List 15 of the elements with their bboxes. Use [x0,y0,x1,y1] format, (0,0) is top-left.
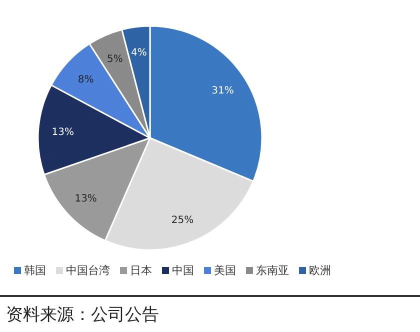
legend-label: 东南亚 [256,264,289,277]
data-label: 13% [52,127,74,138]
data-label: 31% [212,86,234,97]
legend-label: 欧洲 [309,264,331,277]
text: 资料来源：公司公告 [6,305,159,325]
legend-label: 美国 [214,264,236,277]
legend-label: 中国台湾 [66,264,110,277]
legend-label: 日本 [130,264,152,277]
data-label: 5% [107,54,123,65]
data-label: 13% [74,193,97,204]
legend-label: 韩国 [24,264,46,277]
data-label: 25% [171,215,194,226]
data-label: 8% [78,74,94,86]
data-label: 4% [131,47,147,58]
legend-label: 中国 [172,264,194,277]
